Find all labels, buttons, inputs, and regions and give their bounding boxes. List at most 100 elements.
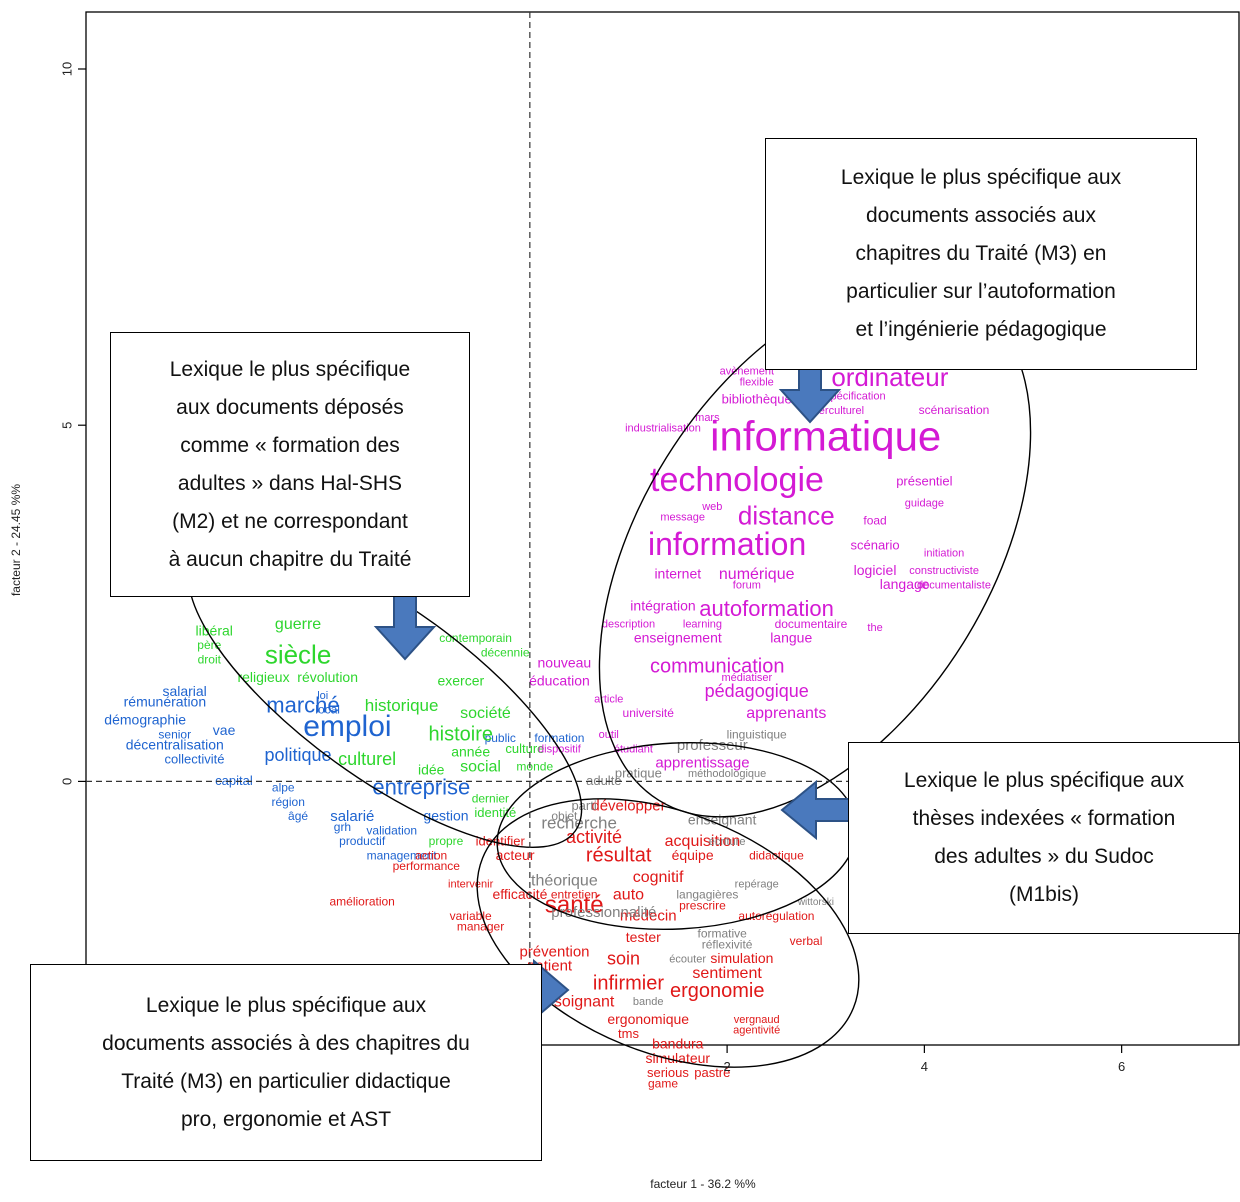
- word-label: père: [197, 638, 221, 652]
- word-label: linguistique: [727, 727, 787, 741]
- annotation-line: à aucun chapitre du Traité: [168, 547, 412, 571]
- plot-border: [85, 11, 1240, 1046]
- word-label: foad: [863, 514, 886, 528]
- word-label: idée: [418, 761, 445, 777]
- word-label: web: [701, 501, 722, 513]
- word-label: collectivité: [165, 751, 225, 766]
- word-label: alpe: [272, 781, 295, 795]
- word-label: grh: [334, 820, 351, 834]
- word-label: communication: [650, 656, 785, 678]
- word-label: professeur: [677, 737, 748, 754]
- word-label: local: [315, 702, 340, 716]
- word-label: bibliothèque: [722, 392, 792, 407]
- word-label: manager: [457, 920, 504, 934]
- word-label: médiatiser: [721, 672, 772, 684]
- word-label: démographie: [104, 712, 186, 728]
- word-label: action: [415, 848, 447, 862]
- word-label: adulte: [586, 773, 621, 788]
- annotation-line: comme « formation des: [180, 433, 400, 457]
- word-label: wittorski: [797, 897, 834, 908]
- annotation-line: documents associés aux: [866, 204, 1096, 227]
- annotation-line: pro, ergonomie et AST: [180, 1107, 392, 1131]
- word-label: apprenants: [746, 705, 826, 722]
- word-label: avènement: [720, 366, 774, 378]
- word-label: gestion: [423, 808, 468, 824]
- plot-frame: [85, 11, 1240, 1046]
- annotation-line: aux documents déposés: [176, 395, 404, 419]
- word-label: ergonomie: [670, 980, 765, 1002]
- word-label: objet: [551, 809, 578, 823]
- word-label: sentiment: [692, 965, 762, 982]
- annotation-line: des adultes » du Sudoc: [934, 845, 1154, 868]
- word-label: bande: [633, 996, 664, 1008]
- word-label: mars: [695, 412, 720, 424]
- word-label: emploi: [303, 710, 391, 743]
- word-label: théorique: [531, 872, 598, 889]
- word-label: identifier: [476, 833, 526, 848]
- word-label: salarié: [330, 808, 374, 825]
- word-label: religieux: [237, 669, 289, 685]
- word-label: informatique: [710, 413, 941, 460]
- annotation-line: particulier sur l’autoformation: [846, 280, 1116, 303]
- word-label: documentaliste: [917, 579, 991, 591]
- annotation-box-m3-autoformation: Lexique le plus spécifique aux documents …: [765, 138, 1197, 370]
- word-label: learning: [683, 619, 722, 631]
- y-tick-label: 10: [59, 62, 74, 76]
- annotation-line: (M2) et ne correspondant: [172, 509, 408, 533]
- word-label: droit: [198, 652, 222, 666]
- word-label: numérique: [719, 566, 795, 583]
- word-label: salarial: [162, 683, 206, 699]
- word-label: distance: [738, 501, 835, 531]
- word-label: monde: [516, 759, 553, 773]
- word-label: rémunération: [124, 694, 207, 710]
- word-label: réflexivité: [702, 937, 753, 951]
- x-axis-label: facteur 1 - 36.2 %%: [650, 1177, 756, 1191]
- word-label: description: [602, 619, 655, 631]
- word-label: formative: [697, 927, 747, 941]
- word-label: présentiel: [896, 474, 952, 489]
- word-label: serious: [647, 1065, 689, 1080]
- word-label: scénarisation: [919, 403, 990, 417]
- annotation-box-m1bis-sudoc: Lexique le plus spécifique aux thèses ind…: [848, 742, 1240, 934]
- word-label: the: [867, 622, 882, 634]
- word-label: âgé: [288, 809, 308, 823]
- word-label: simulateur: [645, 1050, 710, 1066]
- word-label: révolution: [297, 669, 358, 685]
- word-label: article: [594, 693, 623, 705]
- word-label: médecin: [620, 908, 677, 925]
- word-label: historique: [365, 696, 439, 715]
- word-label: autorégulation: [738, 909, 814, 923]
- word-label: histoire: [429, 723, 493, 745]
- word-label: équipe: [672, 847, 714, 863]
- annotation-line: Lexique le plus spécifique: [169, 357, 411, 381]
- annotation-box-m2-hal-shs: Lexique le plus spécifique aux documents …: [110, 332, 470, 597]
- word-label: bandura: [652, 1036, 704, 1052]
- word-label: intégration: [630, 598, 695, 614]
- word-label: acteur: [496, 847, 535, 863]
- x-tick-label: 6: [1118, 1059, 1125, 1074]
- word-label: éducation: [529, 672, 590, 688]
- y-tick-label: 5: [59, 422, 74, 429]
- word-label: pastré: [694, 1065, 730, 1080]
- word-label: entretien: [551, 888, 598, 902]
- word-label: guidage: [905, 497, 944, 509]
- annotation-line: Lexique le plus spécifique aux: [840, 166, 1122, 189]
- annotation-line: documents associés à des chapitres du: [102, 1031, 470, 1055]
- word-label: industrialisation: [625, 423, 701, 435]
- word-label: résultat: [586, 844, 652, 866]
- word-label: scénario: [850, 538, 899, 553]
- word-label: tester: [626, 929, 661, 945]
- word-label: vae: [213, 722, 236, 738]
- word-label: santé: [545, 891, 604, 918]
- word-label: management: [367, 848, 438, 862]
- word-label: flexible: [740, 376, 774, 388]
- word-label: enseignement: [634, 630, 722, 646]
- word-label: message: [660, 512, 705, 524]
- word-label: soignant: [554, 993, 615, 1010]
- word-label: public: [485, 731, 516, 745]
- word-label: libéral: [196, 623, 233, 639]
- word-label: tms: [618, 1026, 639, 1041]
- word-label: simulation: [710, 950, 773, 966]
- word-label: verbal: [790, 934, 823, 948]
